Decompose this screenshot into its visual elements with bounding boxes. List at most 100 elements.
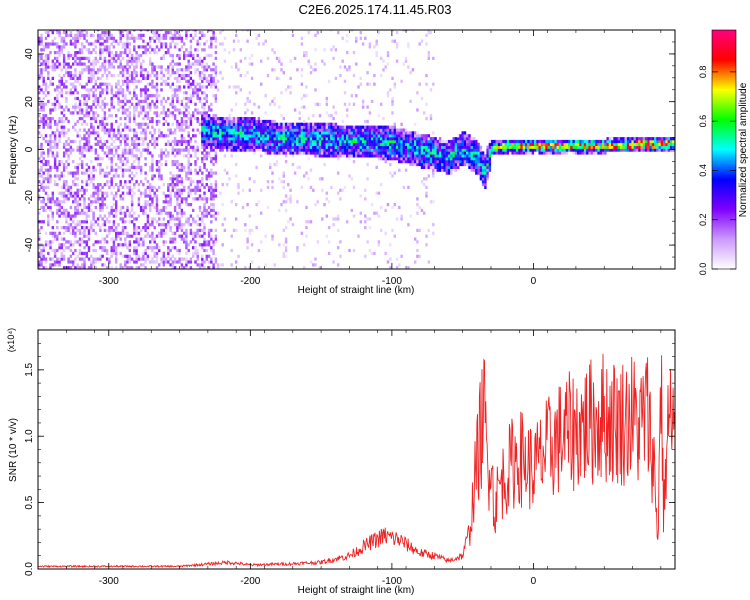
spectrogram-cell	[207, 188, 211, 192]
spectrogram-cell	[40, 205, 43, 210]
spectrogram-cell	[475, 160, 478, 164]
spectrogram-cell	[76, 148, 79, 152]
spectrogram-cell	[110, 99, 113, 103]
spectrogram-cell	[201, 102, 204, 106]
spectrogram-cell	[101, 203, 104, 207]
spectrogram-cell	[364, 145, 367, 149]
spectrogram-cell	[185, 125, 188, 129]
spectrogram-cell	[341, 154, 344, 158]
spectrogram-cell	[475, 142, 478, 146]
spectrogram-cell	[284, 254, 288, 258]
spectrogram-cell	[470, 151, 473, 155]
spectrogram-cell	[153, 105, 156, 109]
spectrogram-cell	[62, 168, 66, 172]
spectrogram-cell	[414, 137, 417, 141]
spectrogram-cell	[130, 197, 134, 201]
spectrogram-cell	[364, 154, 367, 158]
spectrogram-cell	[62, 197, 66, 201]
spectrogram-cell	[90, 177, 93, 181]
spectrogram-cell	[189, 228, 193, 232]
spectrogram-cell	[219, 125, 222, 129]
spectrogram-cell	[119, 160, 122, 164]
spectrogram-cell	[214, 234, 218, 238]
spectrogram-cell	[58, 102, 61, 106]
spectrogram-cell	[83, 96, 86, 101]
spectrogram-cell	[124, 145, 127, 149]
spectrogram-cell	[74, 234, 77, 238]
spectrogram-cell	[230, 139, 233, 144]
spectrogram-cell	[103, 220, 107, 224]
spectrogram-cell	[463, 151, 467, 155]
spectrogram-cell	[44, 208, 48, 212]
spectrogram-cell	[99, 188, 102, 192]
spectrogram-cell	[137, 203, 141, 207]
spectrogram-cell	[176, 188, 179, 192]
spectrogram-cell	[44, 114, 48, 118]
spectrogram-cell	[457, 145, 460, 149]
spectrogram-cell	[176, 85, 179, 89]
spectrogram-cell	[90, 105, 93, 109]
spectrogram-cell	[194, 234, 197, 238]
spectrogram-cell	[380, 128, 383, 132]
spectrogram-cell	[212, 203, 215, 207]
spectrogram-cell	[47, 205, 50, 210]
spectrogram-cell	[40, 257, 43, 261]
spectrogram-cell	[325, 145, 328, 149]
spectrogram-cell	[144, 99, 147, 103]
spectrogram-cell	[112, 59, 116, 63]
spectrogram-cell	[452, 142, 455, 146]
spectrogram-cell	[368, 134, 372, 138]
spectrogram-cell	[373, 145, 376, 149]
spectrogram-cell	[124, 45, 127, 49]
spectrogram-cell	[90, 228, 93, 232]
spectrogram-cell	[121, 148, 125, 152]
spectrogram-cell	[441, 145, 444, 149]
spectrogram-cell	[47, 180, 50, 184]
spectrogram-cell	[83, 211, 86, 215]
spectrogram-cell	[470, 168, 473, 172]
spectrogram-cell	[178, 74, 181, 78]
spectrogram-cell	[271, 99, 274, 103]
spectrogram-cell	[49, 79, 52, 83]
spectrogram-cell	[137, 240, 141, 244]
spectrogram-cell	[395, 137, 399, 141]
spectrogram-cell	[40, 200, 43, 204]
spectrogram-cell	[171, 94, 174, 98]
spectrogram-cell	[241, 205, 245, 210]
spectrogram-cell	[133, 165, 136, 169]
spectrogram-cell	[275, 122, 279, 126]
spectrogram-cell	[210, 134, 213, 138]
spectrogram-cell	[42, 188, 45, 192]
spectrogram-cell	[119, 208, 122, 212]
spectrogram-cell	[133, 88, 136, 92]
spectrogram-cell	[155, 119, 159, 124]
spectrogram-cell	[434, 137, 437, 141]
spectrogram-cell	[103, 31, 107, 35]
spectrogram-cell	[76, 211, 79, 215]
spectrogram-cell	[60, 251, 63, 255]
spectrogram-cell	[461, 142, 464, 146]
spectrogram-cell	[434, 160, 437, 164]
spectrogram-cell	[69, 194, 73, 198]
spectrogram-cell	[337, 151, 340, 155]
spectrogram-cell	[53, 160, 57, 164]
spectrogram-cell	[481, 174, 485, 178]
spectrogram-cell	[271, 180, 274, 184]
spectrogram-cell	[194, 139, 197, 144]
spectrogram-cell	[155, 203, 159, 207]
spectrogram-cell	[207, 131, 211, 135]
spectrogram-cell	[58, 74, 61, 78]
spectrogram-cell	[414, 134, 417, 138]
spectrogram-cell	[58, 214, 61, 218]
spectrogram-cell	[92, 114, 95, 118]
spectrogram-cell	[330, 114, 333, 118]
spectrogram-cell	[49, 134, 52, 138]
spectrogram-cell	[72, 53, 75, 58]
spectrogram-cell	[427, 174, 430, 178]
spectrogram-cell	[78, 76, 82, 80]
spectrogram-cell	[323, 62, 326, 66]
spectrogram-cell	[316, 240, 319, 244]
spectrogram-cell	[303, 266, 306, 269]
spectrogram-cell	[38, 145, 41, 149]
